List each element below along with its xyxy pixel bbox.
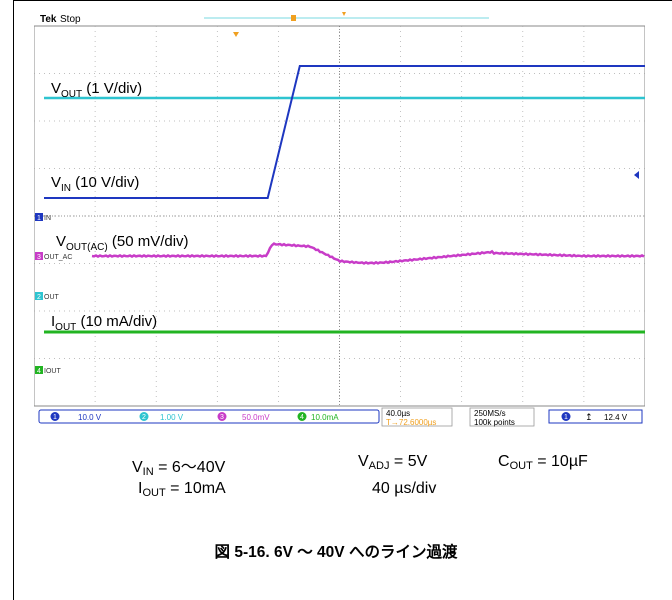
frame-top-border [13,0,672,1]
svg-text:IOUT: IOUT [44,368,61,375]
svg-text:2: 2 [37,294,41,301]
trigger-t-marker [233,32,239,37]
condition-vadj: VADJ = 5V [358,453,428,472]
svg-text:IN: IN [44,215,51,222]
ch3-marker: 3 OUT_AC [35,252,72,261]
svg-text:100k points: 100k points [474,418,515,427]
svg-text:4: 4 [37,368,41,375]
iout-label: IOUT (10 mA/div) [51,313,157,333]
condition-cout: COUT = 10µF [498,453,588,472]
svg-text:50.0mV: 50.0mV [242,413,270,422]
ch4-marker: 4 IOUT [35,366,61,375]
svg-text:4: 4 [300,414,304,421]
vout-label: VOUT (1 V/div) [51,80,142,100]
svg-text:3: 3 [37,254,41,261]
svg-text:1: 1 [564,414,568,421]
svg-text:10.0mA: 10.0mA [311,413,339,422]
vin-label: VIN (10 V/div) [51,174,139,194]
condition-timediv: 40 µs/div [372,480,437,497]
svg-text:OUT_AC: OUT_AC [44,254,72,261]
svg-text:2: 2 [142,414,146,421]
frame-left-border [13,0,14,600]
svg-text:3: 3 [220,414,224,421]
acq-status: Stop [60,14,81,25]
voutac-label: VOUT(AC) (50 mV/div) [56,233,189,253]
svg-text:1: 1 [53,414,57,421]
svg-text:1: 1 [37,215,41,222]
sample-readout: 250MS/s 100k points [469,407,535,427]
ch1-vin-trace [44,65,645,199]
trigger-level-marker [634,171,639,179]
svg-text:T→72.6000µs: T→72.6000µs [386,418,436,427]
graticule [33,25,646,407]
svg-text:OUT: OUT [44,294,60,301]
timebase-readout: 40.0µs T→72.6000µs [381,407,453,427]
figure-caption: 図 5-16. 6V 〜 40V へのライン過渡 [214,544,458,561]
svg-text:12.4 V: 12.4 V [604,413,628,422]
ch2-marker: 2 OUT [35,292,60,301]
trigger-position-marker [342,12,346,16]
trigger-readout: 1 ↥ 12.4 V [548,409,643,424]
tek-logo: Tek [40,14,57,25]
oscilloscope-screenshot: Tek Stop VOUT (1 V/div) VIN (10 V/div) V… [33,10,646,428]
readout-bar: 1 10.0 V 2 1.00 V 3 50.0mV 4 10.0mA [38,409,380,424]
ch3-voutac-trace [91,242,645,265]
oscilloscope-svg: Tek Stop VOUT (1 V/div) VIN (10 V/div) V… [33,12,646,427]
svg-text:250MS/s: 250MS/s [474,409,506,418]
ch1-marker: 1 IN [35,213,51,222]
svg-text:1.00 V: 1.00 V [160,413,184,422]
trigger-edge-icon: ↥ [585,412,593,422]
record-window-marker [291,15,296,21]
svg-text:40.0µs: 40.0µs [386,409,410,418]
condition-iout: IOUT = 10mA [138,480,226,499]
condition-vin: VIN = 6～40V [132,459,226,478]
svg-text:10.0 V: 10.0 V [78,413,102,422]
